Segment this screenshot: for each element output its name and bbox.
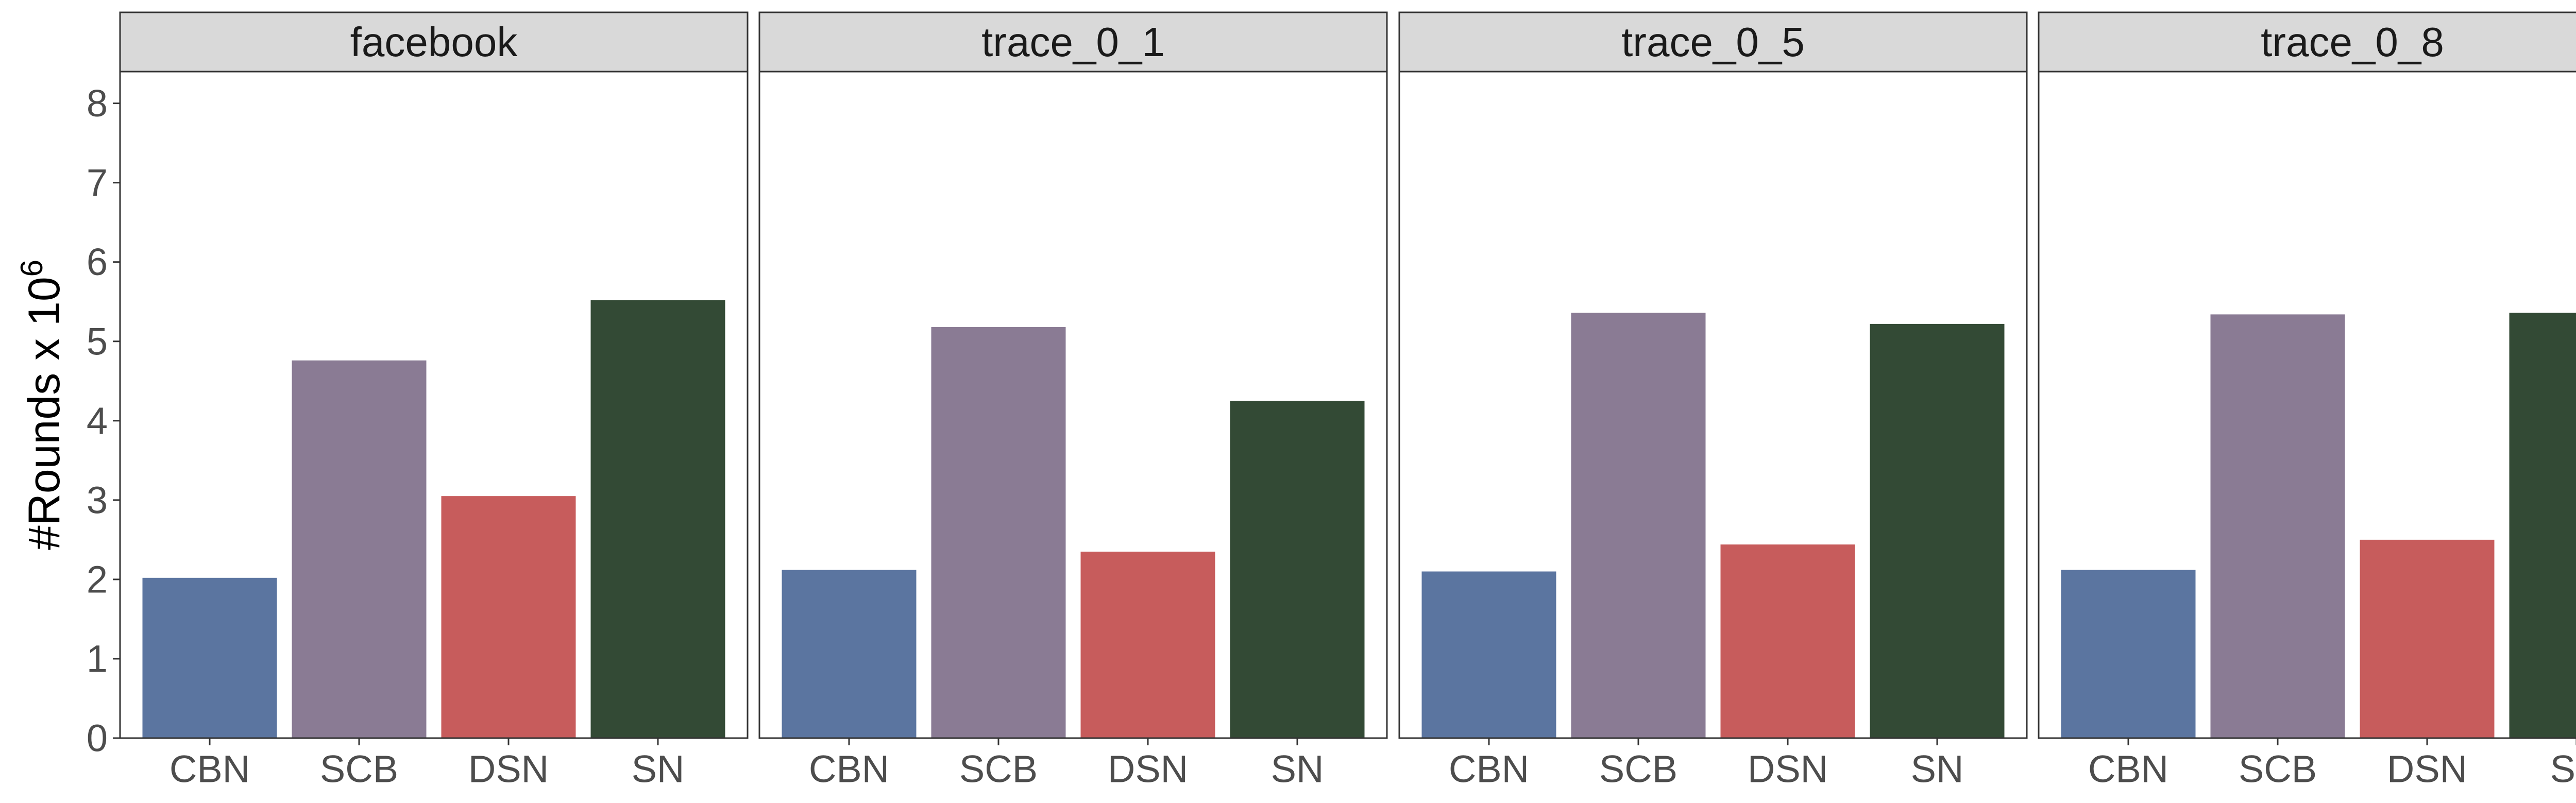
bar-cbn <box>782 570 917 738</box>
y-tick-label: 1 <box>87 637 108 680</box>
bar-dsn <box>2360 539 2495 738</box>
y-tick-label: 2 <box>87 558 108 601</box>
bar-cbn <box>2061 570 2196 738</box>
y-tick-label: 8 <box>87 82 108 125</box>
bar-sn <box>1230 401 1365 738</box>
bar-dsn <box>1080 551 1215 738</box>
panel-border <box>758 71 1388 739</box>
facet-title: trace_0_1 <box>981 19 1165 65</box>
x-tick-label: SCB <box>1599 748 1677 791</box>
x-tick-label: SN <box>2550 748 2576 791</box>
x-tick-label: DSN <box>2387 748 2467 791</box>
facet-strip <box>2038 11 2576 73</box>
bar-dsn <box>1720 544 1855 738</box>
y-tick-label: 3 <box>87 479 108 521</box>
y-tick-label: 7 <box>87 161 108 204</box>
x-tick-label: CBN <box>2088 748 2168 791</box>
y-tick-label: 6 <box>87 241 108 283</box>
x-tick-label: DSN <box>468 748 549 791</box>
facet-strip <box>119 11 749 73</box>
y-axis-title-superscript: 6 <box>14 260 49 277</box>
facet-title: facebook <box>350 19 518 65</box>
y-tick-label: 0 <box>87 717 108 760</box>
facet-title: trace_0_8 <box>2261 19 2444 65</box>
bar-sn <box>2509 313 2576 738</box>
panel-border <box>1398 71 2028 739</box>
bar-cbn <box>1421 571 1556 738</box>
x-tick-label: DSN <box>1748 748 1828 791</box>
x-tick-label: SN <box>1271 748 1324 791</box>
panel-border <box>2038 71 2576 739</box>
bar-sn <box>1870 323 2005 738</box>
bar-cbn <box>142 577 277 738</box>
x-tick-label: CBN <box>170 748 250 791</box>
x-tick-label: SCB <box>2239 748 2317 791</box>
facet-strip <box>758 11 1388 73</box>
bar-scb <box>1571 313 1706 738</box>
bar-dsn <box>441 496 576 738</box>
x-tick-label: DSN <box>1108 748 1188 791</box>
x-tick-label: SCB <box>959 748 1038 791</box>
y-axis-title: #Rounds x 106 <box>14 260 70 550</box>
x-tick-label: SN <box>632 748 685 791</box>
x-tick-label: SN <box>1911 748 1964 791</box>
y-tick-label: 4 <box>87 399 108 442</box>
bar-scb <box>292 360 427 738</box>
panel-border <box>119 71 749 739</box>
bar-scb <box>2210 314 2345 738</box>
facet-strip <box>1398 11 2028 73</box>
bar-scb <box>931 327 1066 738</box>
bar-sn <box>590 300 725 738</box>
x-tick-label: CBN <box>1449 748 1529 791</box>
x-tick-label: CBN <box>809 748 889 791</box>
facet-title: trace_0_5 <box>1621 19 1805 65</box>
y-tick-label: 5 <box>87 320 108 363</box>
x-tick-label: SCB <box>320 748 398 791</box>
